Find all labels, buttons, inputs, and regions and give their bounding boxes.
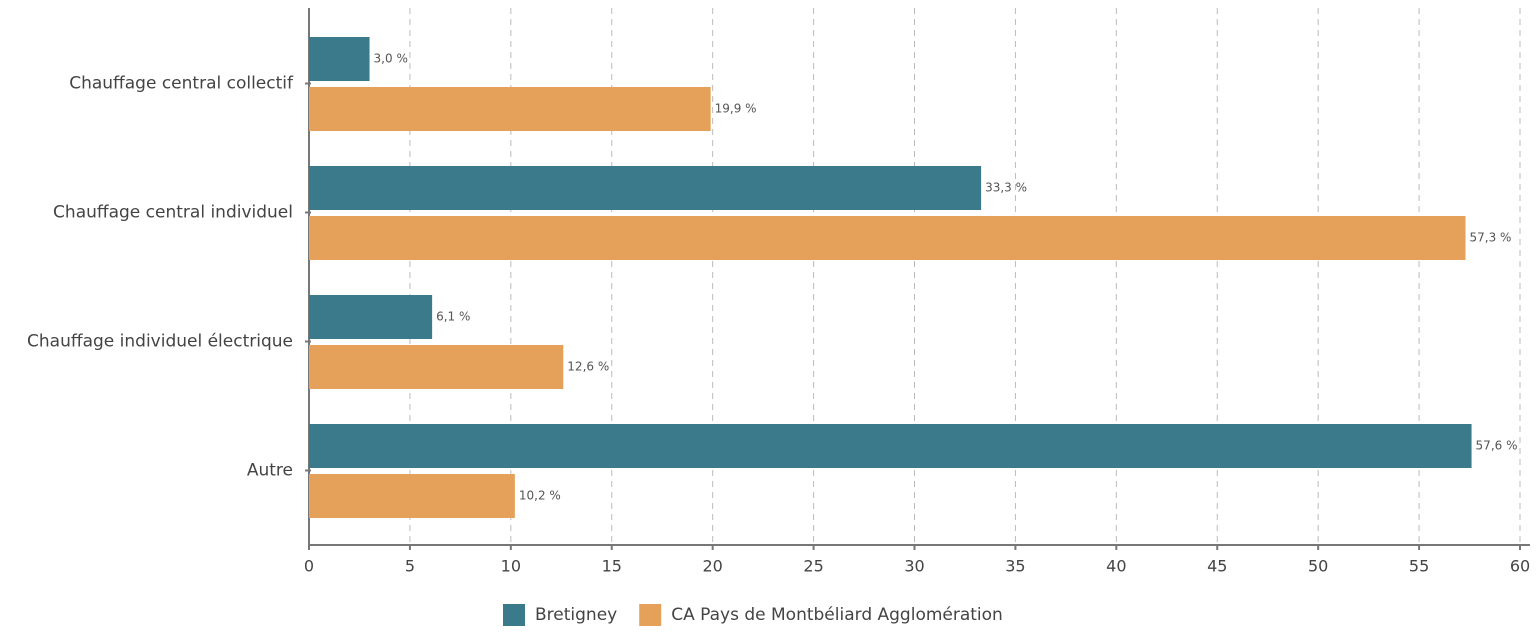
value-label: 57,3 % (1470, 231, 1512, 245)
value-label: 33,3 % (985, 181, 1027, 195)
x-tick-label: 0 (304, 557, 314, 576)
y-tick-label: Chauffage individuel électrique (27, 332, 293, 352)
y-tick-label: Chauffage central individuel (53, 203, 293, 223)
x-tick-label: 35 (1005, 557, 1025, 576)
value-label: 6,1 % (436, 310, 470, 324)
legend-label: CA Pays de Montbéliard Agglomération (671, 605, 1003, 625)
x-tick-label: 60 (1510, 557, 1530, 576)
legend-swatch (503, 604, 525, 626)
y-tick-label: Chauffage central collectif (69, 74, 294, 94)
bar (309, 295, 433, 339)
value-label: 10,2 % (519, 489, 561, 503)
value-label: 12,6 % (567, 360, 609, 374)
bar (309, 345, 564, 389)
x-tick-label: 15 (602, 557, 622, 576)
legend-swatch (639, 604, 662, 626)
value-label: 19,9 % (715, 102, 757, 116)
x-tick-label: 50 (1308, 557, 1328, 576)
y-tick-label: Autre (247, 461, 293, 481)
x-tick-label: 5 (405, 557, 415, 576)
bar (309, 87, 711, 131)
bar (309, 424, 1472, 468)
bar (309, 166, 982, 210)
x-tick-label: 10 (501, 557, 521, 576)
x-tick-label: 30 (904, 557, 924, 576)
bar (309, 216, 1466, 260)
x-tick-label: 20 (702, 557, 722, 576)
x-tick-label: 25 (803, 557, 823, 576)
value-label: 57,6 % (1476, 439, 1518, 453)
x-tick-label: 40 (1106, 557, 1126, 576)
value-label: 3,0 % (374, 52, 408, 66)
x-tick-label: 45 (1207, 557, 1227, 576)
legend-label: Bretigney (535, 605, 617, 625)
x-tick-label: 55 (1409, 557, 1429, 576)
bar (309, 474, 515, 518)
bar (309, 37, 370, 81)
